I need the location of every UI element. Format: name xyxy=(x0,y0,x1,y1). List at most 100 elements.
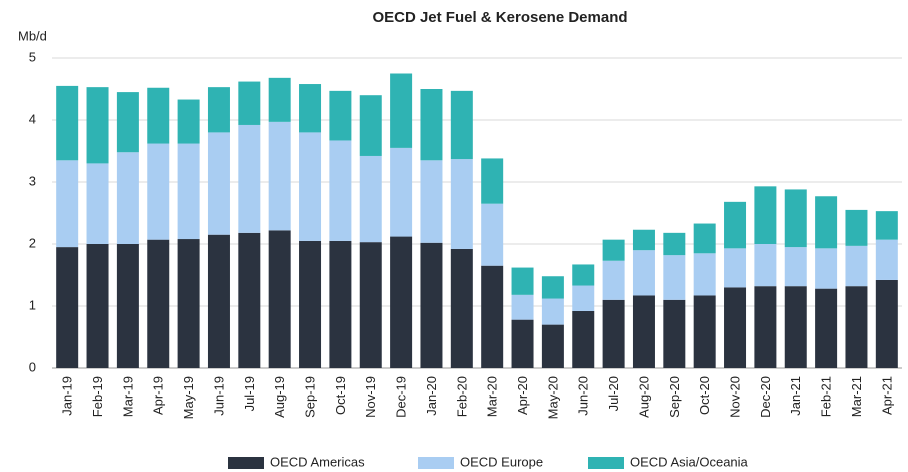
bar-segment xyxy=(390,73,413,148)
bar-segment xyxy=(299,240,322,368)
bar-segment xyxy=(238,81,261,125)
bar-segment xyxy=(147,87,170,144)
x-tick-label: Sep-19 xyxy=(302,376,317,418)
bar-segment xyxy=(784,247,807,287)
y-axis-label: Mb/d xyxy=(18,28,47,43)
bar-segment xyxy=(693,253,716,296)
bar-segment xyxy=(693,295,716,368)
x-tick-label: Mar-20 xyxy=(485,376,500,417)
x-tick-label: Jun-20 xyxy=(576,376,591,416)
bar-segment xyxy=(116,152,139,244)
bar-segment xyxy=(390,236,413,368)
x-tick-label: Jan-20 xyxy=(424,376,439,416)
bar-segment xyxy=(177,99,200,144)
bar-segment xyxy=(875,211,898,240)
bar-segment xyxy=(56,85,79,161)
x-tick-label: May-19 xyxy=(181,376,196,419)
x-tick-label: Feb-21 xyxy=(819,376,834,417)
bar-segment xyxy=(511,267,534,295)
y-tick-label: 0 xyxy=(29,359,36,374)
bar-segment xyxy=(663,255,686,300)
legend-swatch xyxy=(588,457,624,469)
chart-title: OECD Jet Fuel & Kerosene Demand xyxy=(372,9,627,26)
y-tick-label: 1 xyxy=(29,297,36,312)
bar-segment xyxy=(329,140,352,241)
bar-segment xyxy=(390,147,413,237)
bar-segment xyxy=(359,95,382,156)
x-tick-label: Jul-20 xyxy=(606,376,621,411)
legend-swatch xyxy=(418,457,454,469)
bar-segment xyxy=(268,230,291,368)
bar-segment xyxy=(450,90,473,160)
bar-segment xyxy=(754,286,777,368)
bar-segment xyxy=(147,239,170,368)
x-tick-label: Apr-20 xyxy=(515,376,530,415)
x-tick-label: Dec-19 xyxy=(394,376,409,418)
bar-segment xyxy=(238,232,261,368)
bar-segment xyxy=(663,232,686,256)
bar-segment xyxy=(602,239,625,261)
x-tick-label: Jun-19 xyxy=(211,376,226,416)
bar-segment xyxy=(875,239,898,280)
bar-segment xyxy=(602,299,625,368)
bar-segment xyxy=(754,244,777,287)
x-tick-label: Feb-20 xyxy=(454,376,469,417)
legend-label: OECD Americas xyxy=(270,454,365,469)
x-tick-label: Mar-19 xyxy=(120,376,135,417)
x-tick-label: Nov-19 xyxy=(363,376,378,418)
bar-segment xyxy=(724,248,747,288)
bar-segment xyxy=(116,244,139,368)
bar-segment xyxy=(420,160,443,243)
bar-segment xyxy=(511,294,534,320)
bar-segment xyxy=(845,245,868,287)
bar-segment xyxy=(481,203,504,266)
x-tick-label: Apr-19 xyxy=(151,376,166,415)
bar-segment xyxy=(663,299,686,368)
bar-segment xyxy=(602,260,625,300)
x-tick-label: Mar-21 xyxy=(849,376,864,417)
bar-segment xyxy=(784,189,807,248)
y-tick-label: 4 xyxy=(29,111,36,126)
legend-swatch xyxy=(228,457,264,469)
bar-segment xyxy=(632,229,655,251)
x-tick-label: Jul-19 xyxy=(242,376,257,411)
bar-segment xyxy=(754,186,777,244)
bar-segment xyxy=(450,248,473,368)
bar-segment xyxy=(511,319,534,368)
bar-segment xyxy=(116,92,139,153)
x-tick-label: Jan-21 xyxy=(788,376,803,416)
bar-segment xyxy=(329,90,352,141)
x-tick-label: Sep-20 xyxy=(667,376,682,418)
bar-segment xyxy=(86,244,109,368)
bar-segment xyxy=(86,163,109,244)
x-tick-label: Aug-20 xyxy=(636,376,651,418)
bar-segment xyxy=(177,239,200,368)
bar-segment xyxy=(572,310,595,368)
bar-segment xyxy=(815,288,838,368)
bar-segment xyxy=(299,84,322,133)
bar-segment xyxy=(207,234,230,368)
bar-segment xyxy=(724,201,747,249)
bar-segment xyxy=(238,124,261,233)
x-tick-label: Oct-19 xyxy=(333,376,348,415)
bar-segment xyxy=(420,242,443,368)
bar-segment xyxy=(632,295,655,368)
bar-segment xyxy=(268,121,291,231)
bar-segment xyxy=(177,143,200,240)
bar-segment xyxy=(481,158,504,204)
bar-segment xyxy=(784,286,807,368)
x-tick-label: Jan-19 xyxy=(60,376,75,416)
bar-segment xyxy=(572,264,595,286)
bar-segment xyxy=(207,87,230,133)
legend-label: OECD Asia/Oceania xyxy=(630,454,749,469)
bar-segment xyxy=(845,286,868,368)
bar-segment xyxy=(450,159,473,249)
bar-segment xyxy=(693,223,716,254)
legend-label: OECD Europe xyxy=(460,454,543,469)
bar-segment xyxy=(299,132,322,241)
y-tick-label: 5 xyxy=(29,49,36,64)
x-tick-label: Oct-20 xyxy=(697,376,712,415)
bar-segment xyxy=(815,248,838,289)
y-tick-label: 2 xyxy=(29,235,36,250)
